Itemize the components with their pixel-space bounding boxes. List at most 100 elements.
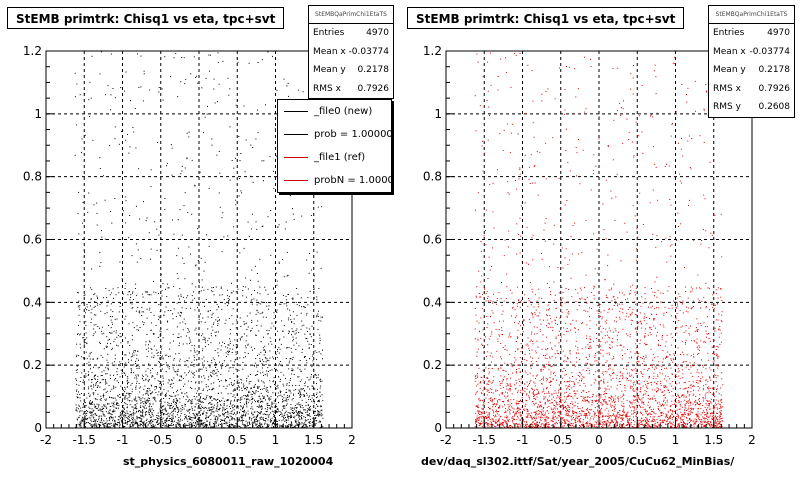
scatter-point — [574, 411, 576, 413]
scatter-point — [653, 319, 655, 321]
scatter-point — [515, 371, 517, 373]
scatter-point — [527, 410, 529, 412]
scatter-point — [262, 397, 264, 399]
scatter-point — [241, 419, 243, 421]
scatter-point — [534, 389, 535, 391]
scatter-point — [653, 419, 655, 421]
scatter-point — [237, 61, 239, 63]
scatter-point — [640, 323, 642, 325]
scatter-point — [644, 313, 646, 315]
scatter-point — [605, 361, 607, 363]
scatter-point — [322, 426, 324, 428]
scatter-point — [159, 409, 161, 411]
scatter-point — [602, 365, 604, 367]
scatter-point — [165, 423, 167, 425]
scatter-point — [559, 208, 561, 210]
scatter-point — [95, 324, 97, 326]
scatter-point — [203, 410, 205, 412]
scatter-point — [197, 390, 199, 392]
scatter-point — [717, 303, 719, 305]
scatter-point — [125, 374, 126, 376]
scatter-point — [160, 414, 162, 416]
scatter-point — [150, 393, 152, 395]
scatter-point — [152, 391, 154, 393]
scatter-point — [75, 404, 77, 406]
scatter-point — [101, 410, 103, 412]
scatter-point — [254, 265, 256, 267]
scatter-point — [559, 411, 561, 413]
scatter-point — [101, 236, 103, 238]
scatter-point — [204, 305, 205, 307]
scatter-point — [236, 332, 237, 334]
scatter-point — [703, 426, 705, 427]
scatter-point — [221, 367, 222, 369]
scatter-point — [233, 383, 235, 385]
scatter-point — [651, 381, 652, 383]
scatter-point — [142, 409, 144, 411]
scatter-point — [245, 296, 247, 298]
scatter-point — [553, 224, 555, 226]
scatter-point — [716, 345, 718, 347]
scatter-point — [298, 376, 300, 378]
scatter-point — [311, 395, 313, 396]
scatter-point — [97, 409, 99, 411]
scatter-point — [294, 426, 296, 428]
scatter-point — [133, 417, 134, 419]
scatter-point — [126, 397, 128, 399]
scatter-point — [718, 423, 720, 425]
scatter-point — [704, 394, 706, 396]
scatter-point — [239, 411, 240, 413]
scatter-point — [146, 390, 148, 391]
scatter-point — [106, 420, 108, 422]
scatter-point — [209, 422, 211, 424]
scatter-point — [200, 257, 202, 259]
scatter-point — [140, 417, 142, 419]
scatter-point — [657, 343, 659, 345]
scatter-point — [299, 411, 300, 413]
scatter-point — [101, 302, 103, 304]
scatter-point — [126, 392, 128, 394]
scatter-point — [201, 376, 202, 378]
scatter-point — [135, 205, 137, 207]
scatter-point — [219, 415, 221, 417]
scatter-point — [114, 97, 116, 99]
scatter-point — [91, 318, 93, 320]
scatter-point — [536, 396, 538, 398]
scatter-point — [173, 420, 175, 422]
scatter-point — [135, 147, 137, 149]
scatter-point — [172, 421, 174, 423]
scatter-point — [267, 308, 269, 310]
scatter-point — [266, 423, 268, 425]
scatter-point — [248, 381, 250, 383]
scatter-point — [114, 422, 116, 424]
scatter-point — [199, 301, 201, 303]
scatter-point — [322, 316, 323, 318]
scatter-point — [553, 281, 555, 283]
scatter-point — [564, 419, 566, 421]
scatter-point — [146, 418, 148, 420]
scatter-point — [117, 424, 119, 426]
scatter-point — [97, 375, 99, 377]
scatter-point — [142, 415, 144, 417]
scatter-point — [86, 342, 88, 344]
scatter-point — [249, 312, 251, 314]
scatter-point — [280, 391, 282, 393]
scatter-point — [136, 367, 138, 369]
scatter-point — [195, 413, 197, 415]
scatter-point — [635, 327, 637, 329]
scatter-point — [614, 423, 616, 425]
scatter-point — [280, 371, 282, 373]
scatter-point — [295, 330, 297, 332]
scatter-point — [122, 410, 124, 412]
scatter-point — [299, 404, 301, 406]
scatter-point — [711, 234, 713, 236]
scatter-point — [545, 178, 547, 180]
scatter-point — [210, 395, 212, 397]
scatter-point — [110, 327, 112, 329]
scatter-point — [717, 346, 719, 348]
scatter-point — [305, 405, 307, 407]
scatter-point — [88, 392, 90, 394]
scatter-point — [241, 420, 243, 422]
scatter-point — [634, 294, 636, 296]
scatter-point — [130, 294, 132, 296]
